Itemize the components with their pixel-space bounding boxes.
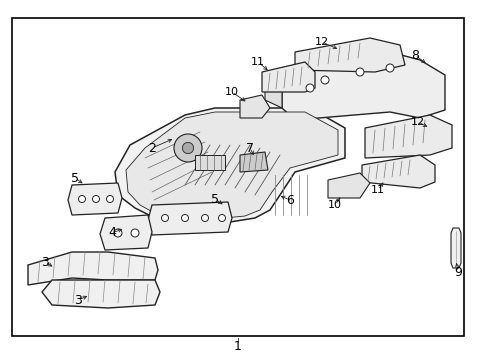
Text: 12: 12 <box>315 37 329 47</box>
Circle shape <box>162 215 169 221</box>
Text: 11: 11 <box>371 185 385 195</box>
Polygon shape <box>195 155 225 170</box>
Polygon shape <box>42 280 160 308</box>
Circle shape <box>78 195 85 202</box>
Text: 2: 2 <box>148 141 156 154</box>
Circle shape <box>106 195 114 202</box>
Text: 6: 6 <box>286 194 294 207</box>
Circle shape <box>182 143 194 154</box>
Circle shape <box>93 195 99 202</box>
Circle shape <box>386 64 394 72</box>
Polygon shape <box>365 115 452 158</box>
Polygon shape <box>148 202 232 235</box>
Bar <box>12 18 464 336</box>
Polygon shape <box>100 215 152 250</box>
Text: 1: 1 <box>234 341 242 354</box>
Polygon shape <box>451 228 461 268</box>
Text: 3: 3 <box>41 256 49 269</box>
Circle shape <box>201 215 209 221</box>
Text: 12: 12 <box>411 117 425 127</box>
Circle shape <box>131 229 139 237</box>
Text: 3: 3 <box>74 293 82 306</box>
Polygon shape <box>362 155 435 188</box>
Text: 10: 10 <box>225 87 239 97</box>
Text: 10: 10 <box>328 200 342 210</box>
Text: 9: 9 <box>454 266 462 279</box>
Circle shape <box>356 68 364 76</box>
Text: 5: 5 <box>211 193 219 206</box>
Circle shape <box>321 76 329 84</box>
Polygon shape <box>240 152 268 172</box>
Text: 4: 4 <box>108 226 116 239</box>
Circle shape <box>174 134 202 162</box>
Circle shape <box>219 215 225 221</box>
Polygon shape <box>28 252 158 285</box>
Circle shape <box>114 229 122 237</box>
Circle shape <box>181 215 189 221</box>
Text: 7: 7 <box>246 141 254 154</box>
Polygon shape <box>68 183 122 215</box>
Polygon shape <box>282 52 445 120</box>
Text: 11: 11 <box>251 57 265 67</box>
Polygon shape <box>240 95 270 118</box>
Polygon shape <box>262 62 315 92</box>
Text: 5: 5 <box>71 171 79 185</box>
Polygon shape <box>295 38 405 72</box>
Circle shape <box>306 84 314 92</box>
Polygon shape <box>126 112 338 218</box>
Polygon shape <box>328 173 370 198</box>
Text: 8: 8 <box>411 49 419 62</box>
Polygon shape <box>265 82 282 108</box>
Polygon shape <box>115 108 345 222</box>
